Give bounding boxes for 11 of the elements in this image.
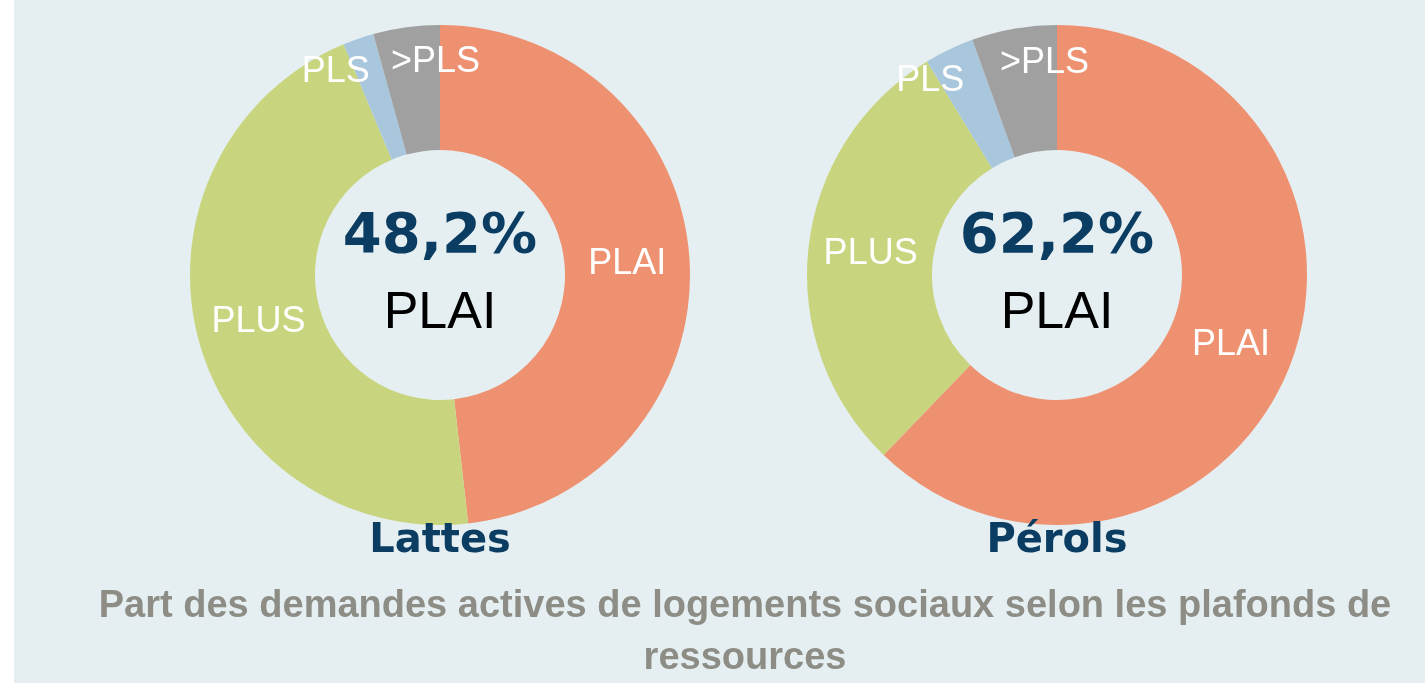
- text: 48,2%: [342, 200, 538, 265]
- slice-label: PLAI: [1191, 322, 1270, 364]
- slice-label: PLAI: [588, 241, 667, 283]
- text: Part des demandes actives de logements sociaux selon les plafonds de ressources: [97, 582, 1393, 679]
- slice-label: PLUS: [211, 299, 306, 341]
- text: PLAI: [1000, 281, 1114, 339]
- text: 62,2%: [959, 200, 1155, 265]
- text: Pérols: [985, 515, 1129, 561]
- text: PLAI: [383, 281, 497, 339]
- text: Lattes: [368, 515, 512, 561]
- slice-label: PLUS: [823, 231, 918, 273]
